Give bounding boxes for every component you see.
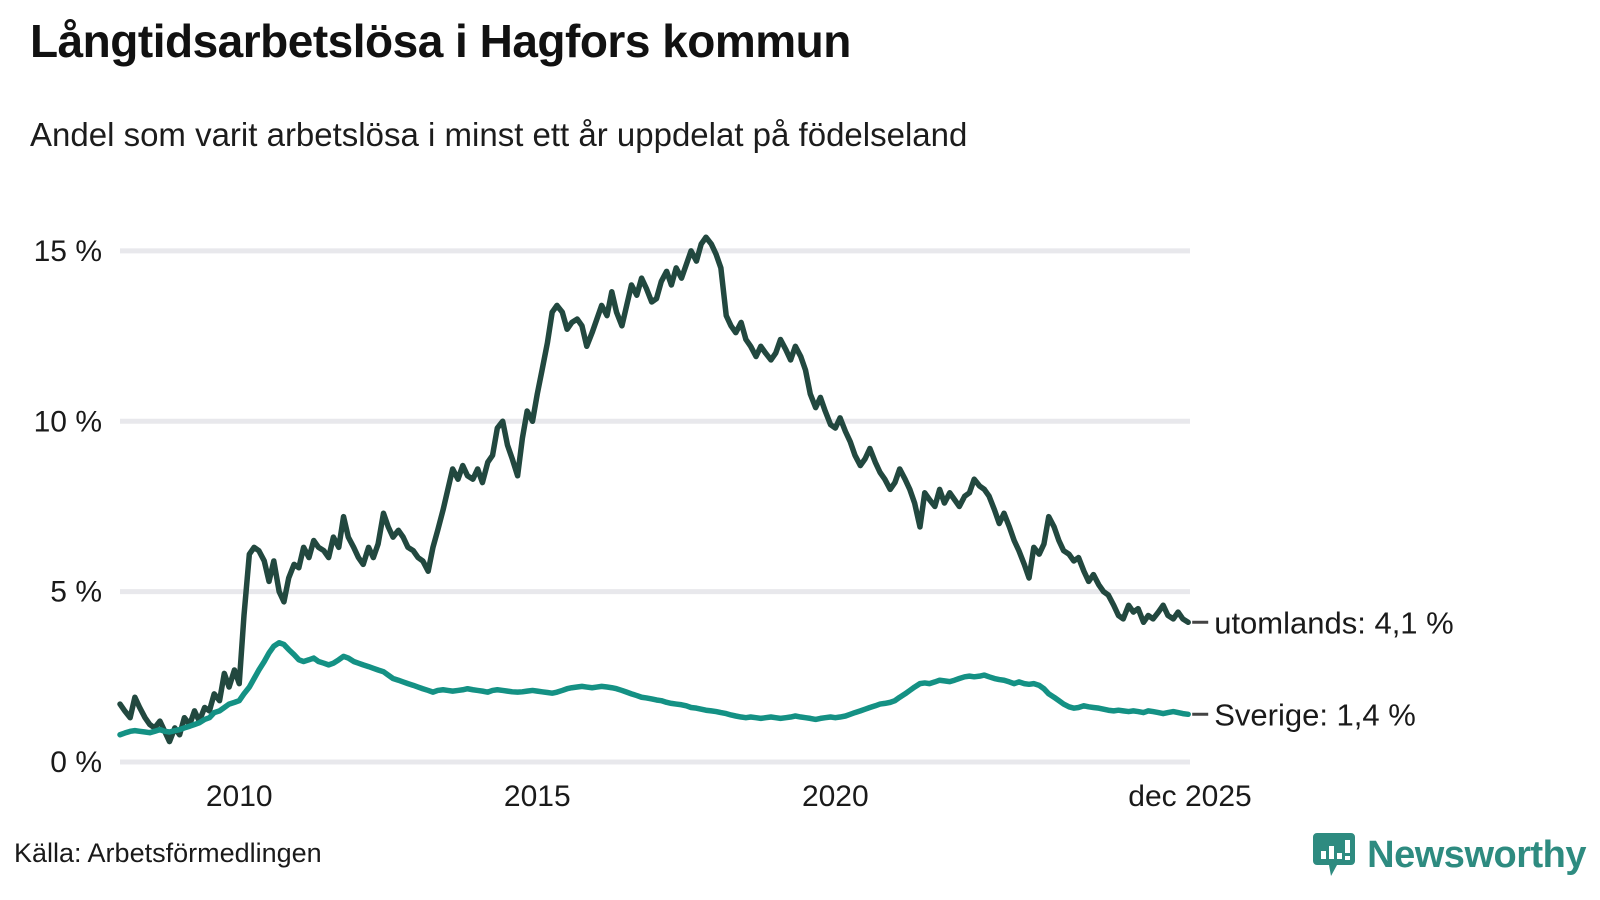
y-axis-tick-label: 0 % bbox=[50, 746, 102, 779]
x-axis-tick-label: 2020 bbox=[802, 780, 869, 813]
series-labels-group: utomlands: 4,1 % Sverige: 1,4 % bbox=[1192, 605, 1454, 732]
page-title: Långtidsarbetslösa i Hagfors kommun bbox=[30, 15, 851, 67]
gridlines-group bbox=[120, 248, 1190, 765]
y-axis-tick-label: 10 % bbox=[34, 405, 102, 438]
series-line-Sverige bbox=[117, 639, 1191, 738]
y-axis-tick-label: 15 % bbox=[34, 235, 102, 268]
x-axis-ticks: 2010 2015 2020 dec 2025 bbox=[206, 780, 1252, 813]
brand-name: Newsworthy bbox=[1367, 833, 1586, 876]
x-axis-tick-label: 2015 bbox=[504, 780, 571, 813]
series-label-Sverige: Sverige: 1,4 % bbox=[1214, 697, 1416, 732]
series-label-utomlands: utomlands: 4,1 % bbox=[1214, 605, 1454, 640]
source-note: Källa: Arbetsförmedlingen bbox=[14, 838, 322, 868]
y-axis-ticks: 0 % 5 % 10 % 15 % bbox=[34, 235, 102, 779]
newsworthy-bubble-bar-icon bbox=[1313, 833, 1356, 876]
x-axis-tick-label: 2010 bbox=[206, 780, 273, 813]
brand-logo[interactable]: Newsworthy bbox=[1313, 833, 1586, 877]
series-line-utomlands bbox=[117, 234, 1191, 745]
y-axis-tick-label: 5 % bbox=[50, 576, 102, 609]
page-subtitle: Andel som varit arbetslösa i minst ett å… bbox=[30, 116, 968, 153]
series-group bbox=[117, 234, 1191, 745]
x-axis-tick-label: dec 2025 bbox=[1128, 780, 1251, 813]
